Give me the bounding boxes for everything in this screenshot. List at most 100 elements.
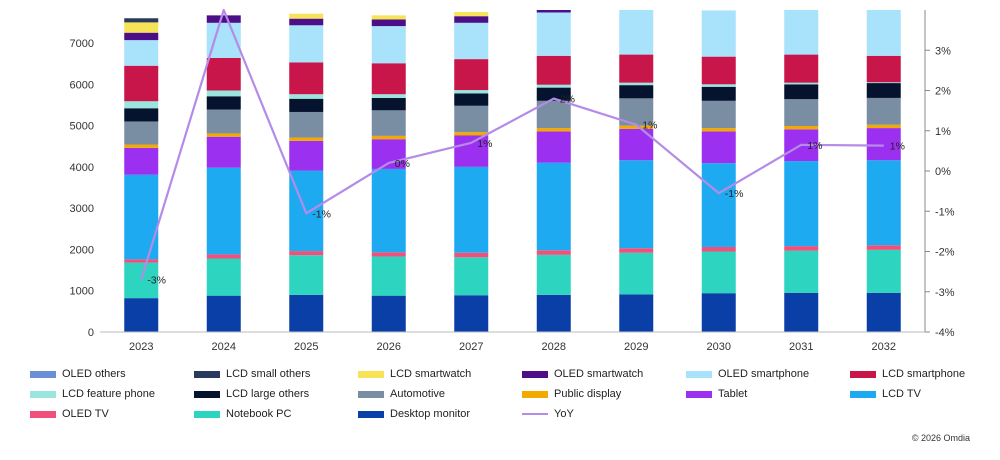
legend-label: Automotive	[390, 388, 446, 400]
stacked-bar-chart: 0 1000 2000 3000 4000 5000 6000 7000 2023 2024 202…	[70, 8, 955, 353]
bar-segment-notebook-pc	[784, 250, 819, 293]
bar-segment-lcd-tv	[454, 166, 489, 253]
legend-swatch	[522, 390, 548, 398]
bar-segment-lcd-feature-phone	[784, 82, 819, 85]
y2-tick-label: -3%	[935, 287, 955, 299]
legend-swatch	[194, 410, 220, 418]
legend-label: LCD smartwatch	[390, 368, 472, 380]
legend-label: Tablet	[718, 388, 748, 400]
bar-segment-oled-tv	[289, 251, 324, 256]
y2-tick-label: 1%	[935, 126, 951, 138]
bar-segment-oled-smartphone	[124, 40, 159, 66]
bar-segment-lcd-smartphone	[619, 54, 654, 83]
legend-item: YoY	[522, 406, 686, 422]
bar-segment-desktop-monitor	[206, 295, 241, 332]
y-tick-label: 2000	[70, 244, 94, 256]
bar-segment-oled-tv	[536, 250, 571, 255]
bar-segment-oled-smartwatch	[454, 16, 489, 23]
bar-segment-automotive	[289, 111, 324, 138]
bar-segment-tablet	[206, 136, 241, 168]
bar-segment-public-display	[619, 125, 654, 129]
bar-segment-tablet	[866, 128, 901, 161]
bar-segment-automotive	[371, 110, 406, 136]
bar-segment-public-display	[371, 135, 406, 140]
legend-swatch	[358, 410, 384, 418]
legend-label: OLED smartphone	[718, 368, 810, 380]
bar-segment-lcd-feature-phone	[619, 82, 654, 86]
bar-segment-lcd-smartphone	[784, 54, 819, 83]
legend-item: LCD smartwatch	[358, 366, 522, 382]
bar-segment-lcd-smartphone	[701, 56, 736, 85]
bar-segment-automotive	[866, 97, 901, 125]
bar-segment-automotive	[206, 109, 241, 134]
legend-swatch	[30, 410, 56, 418]
bar-segment-lcd-feature-phone	[289, 94, 324, 99]
bar-segment-lcd-tv	[619, 160, 654, 249]
x-tick-label: 2031	[789, 341, 813, 353]
bar-segment-lcd-feature-phone	[371, 94, 406, 98]
x-tick-label: 2030	[707, 341, 731, 353]
bar-segment-lcd-large-others	[784, 84, 819, 100]
bar-segment-lcd-smartphone	[124, 65, 159, 102]
bar-segment-desktop-monitor	[619, 294, 654, 332]
bar-segment-tablet	[536, 131, 571, 163]
bar-segment-lcd-feature-phone	[454, 90, 489, 94]
bar-segment-public-display	[206, 133, 241, 137]
bar-segment-automotive	[454, 105, 489, 133]
bar-segment-oled-smartphone	[619, 10, 654, 55]
legend-item: OLED TV	[30, 406, 194, 422]
legend-label: OLED TV	[62, 408, 109, 420]
legend-swatch	[30, 390, 56, 398]
bar-segment-lcd-smartwatch	[371, 15, 406, 20]
bar-segment-lcd-large-others	[866, 83, 901, 98]
bar-segment-desktop-monitor	[866, 292, 901, 332]
chart-legend: OLED others LCD small others LCD smartwatc…	[30, 366, 970, 422]
legend-label: LCD TV	[882, 388, 921, 400]
yoy-data-label: -3%	[147, 275, 166, 287]
y-tick-label: 0	[88, 327, 94, 339]
bar-segment-public-display	[289, 137, 324, 141]
x-tick-label: 2026	[377, 341, 401, 353]
y-tick-label: 6000	[70, 79, 94, 91]
x-tick-label: 2028	[542, 341, 566, 353]
y2-tick-label: -2%	[935, 247, 955, 259]
bar-segment-notebook-pc	[371, 256, 406, 296]
bar-segment-oled-tv	[701, 246, 736, 252]
legend-swatch	[686, 390, 712, 398]
bar-segment-lcd-tv	[866, 160, 901, 246]
legend-label: YoY	[554, 408, 574, 420]
bar-segment-lcd-large-others	[701, 86, 736, 101]
y-tick-label: 1000	[70, 286, 94, 298]
bar-segment-notebook-pc	[124, 262, 159, 299]
bar-segment-oled-tv	[454, 252, 489, 258]
bar-segment-oled-tv	[619, 248, 654, 253]
bar-segment-desktop-monitor	[784, 292, 819, 332]
bar-segment-notebook-pc	[289, 255, 324, 295]
bar-segment-lcd-large-others	[619, 85, 654, 99]
bar-segment-lcd-tv	[784, 161, 819, 247]
yoy-data-label: -1%	[312, 208, 331, 220]
bar-segment-tablet	[454, 135, 489, 167]
legend-label: OLED smartwatch	[554, 368, 644, 380]
bar-segment-oled-smartphone	[371, 26, 406, 64]
y2-tick-label: 2%	[935, 86, 951, 98]
legend-label: Notebook PC	[226, 408, 292, 420]
yoy-data-label: -1%	[725, 188, 744, 200]
bar-segment-lcd-large-others	[536, 87, 571, 101]
bar-segment-desktop-monitor	[536, 294, 571, 332]
bar-segment-oled-smartphone	[454, 22, 489, 60]
bar-segment-lcd-smartwatch	[454, 12, 489, 17]
legend-item: LCD feature phone	[30, 386, 194, 402]
bar-segment-lcd-smartphone	[206, 57, 241, 91]
bar-segment-lcd-smartwatch	[124, 22, 159, 33]
bar-segment-notebook-pc	[536, 254, 571, 295]
bar-segment-lcd-large-others	[289, 98, 324, 112]
bar-segment-public-display	[866, 124, 901, 129]
bar-segment-oled-smartwatch	[206, 15, 241, 23]
bar-segment-public-display	[701, 128, 736, 132]
bar-segment-notebook-pc	[454, 257, 489, 296]
bar-segment-public-display	[454, 132, 489, 136]
legend-swatch	[850, 370, 876, 378]
legend-swatch	[850, 390, 876, 398]
bar-segment-oled-smartwatch	[371, 19, 406, 27]
